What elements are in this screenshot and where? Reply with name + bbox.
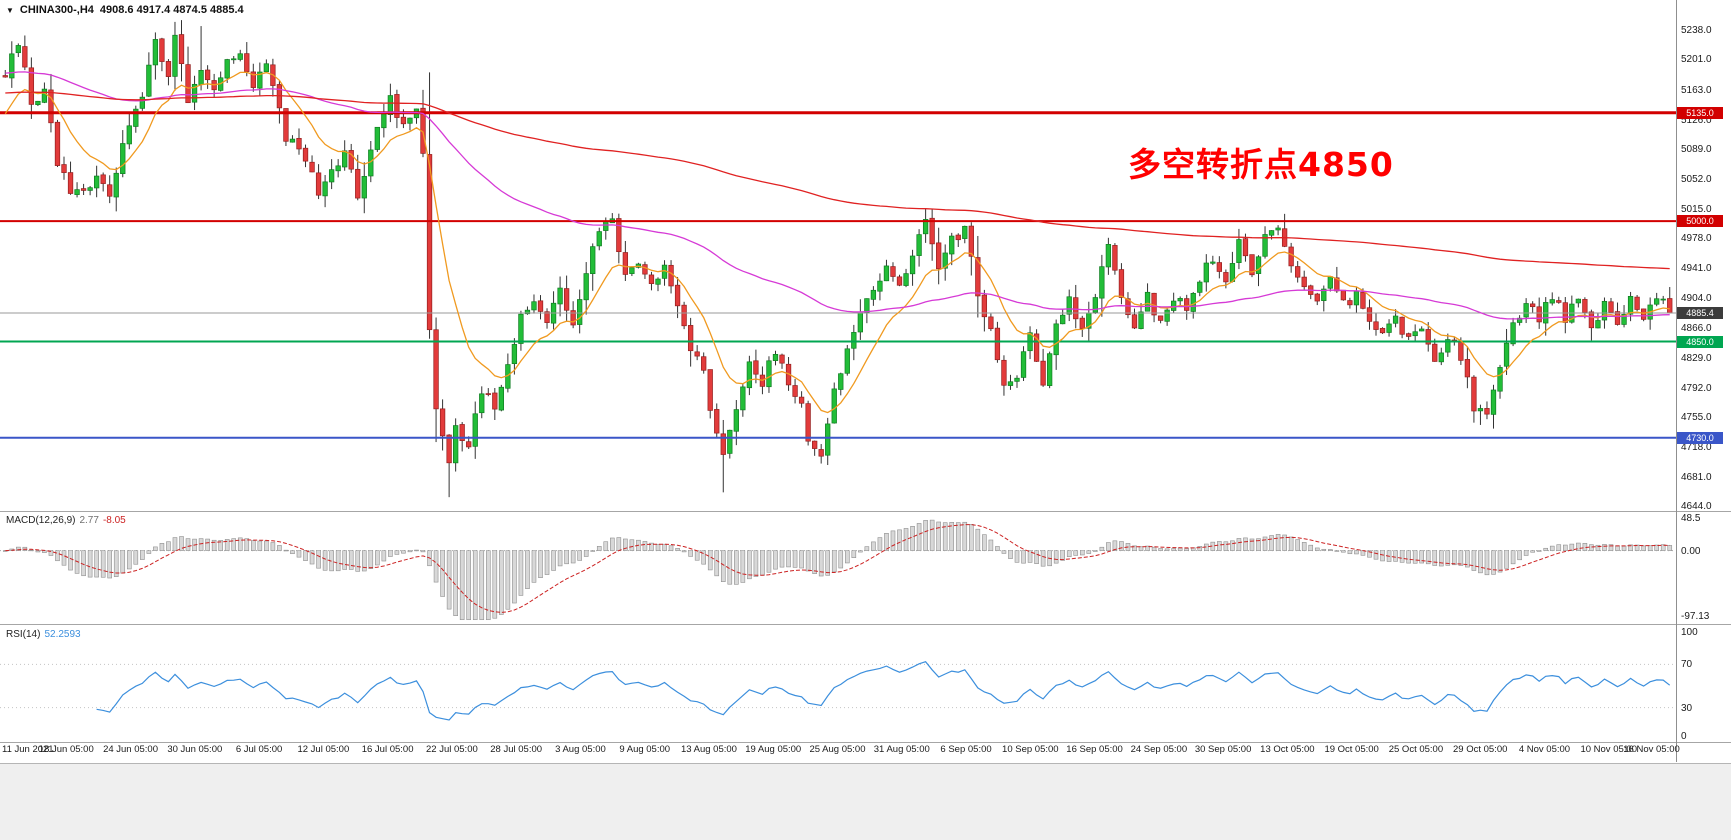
rsi-label-text: RSI(14) xyxy=(6,629,41,640)
macd-indicator-label: MACD(12,26,9) 2.77 -8.05 xyxy=(6,515,130,526)
time-tick-label: 6 Sep 05:00 xyxy=(940,744,992,755)
time-tick-label: 24 Sep 05:00 xyxy=(1130,744,1188,755)
symbol-dropdown-icon[interactable]: ▼ xyxy=(6,5,14,15)
time-tick-label: 13 Oct 05:00 xyxy=(1260,744,1315,755)
chart-canvas[interactable] xyxy=(0,0,1731,762)
rsi-panel xyxy=(0,661,1676,721)
time-tick-label: 18 Jun 05:00 xyxy=(38,744,94,755)
time-tick-label: 12 Jul 05:00 xyxy=(297,744,350,755)
time-tick-label: 29 Oct 05:00 xyxy=(1452,744,1508,755)
time-tick-label: 16 Sep 05:00 xyxy=(1066,744,1123,755)
ma-slow-line xyxy=(5,91,1670,270)
panel-separators xyxy=(0,0,1731,762)
time-tick-label: 9 Aug 05:00 xyxy=(619,744,671,755)
macd-signal-line xyxy=(5,524,1670,613)
time-tick-label: 30 Jun 05:00 xyxy=(167,744,223,755)
time-tick-label: 16 Nov 05:00 xyxy=(1623,744,1680,755)
price-level-badge-4850.0: 4850.0 xyxy=(1677,335,1723,348)
time-tick-label: 4 Nov 05:00 xyxy=(1518,744,1571,755)
time-tick-label: 25 Oct 05:00 xyxy=(1388,744,1444,755)
time-tick-label: 16 Jul 05:00 xyxy=(361,744,414,755)
price-level-badge-5135.0: 5135.0 xyxy=(1677,106,1723,119)
time-tick-label: 11 Jun 2021 xyxy=(2,744,54,755)
price-level-badge-5000.0: 5000.0 xyxy=(1677,215,1723,228)
ma-fast-line xyxy=(4,71,1670,414)
time-tick-label: 30 Sep 05:00 xyxy=(1194,744,1252,755)
price-level-lines xyxy=(0,111,1676,439)
price-level-badge-4730.0: 4730.0 xyxy=(1677,431,1723,444)
rsi-indicator-label: RSI(14) 52.2593 xyxy=(6,629,85,640)
time-tick-label: 25 Aug 05:00 xyxy=(809,744,866,755)
annotation-text: 多空转折点4850 xyxy=(1128,145,1394,184)
rsi-value: 52.2593 xyxy=(44,629,81,640)
time-tick-label: 19 Aug 05:00 xyxy=(745,744,802,755)
price-level-badge-4885.4: 4885.4 xyxy=(1677,307,1723,320)
time-tick-label: 10 Nov 05:00 xyxy=(1580,744,1637,755)
time-tick-label: 24 Jun 05:00 xyxy=(103,744,158,755)
macd-signal-value: -8.05 xyxy=(102,515,126,526)
macd-label-text: MACD(12,26,9) xyxy=(6,515,76,526)
time-tick-label: 31 Aug 05:00 xyxy=(873,744,930,755)
symbol-name: CHINA300-,H4 xyxy=(19,4,94,16)
time-tick-label: 19 Oct 05:00 xyxy=(1324,744,1379,755)
time-tick-label: 3 Aug 05:00 xyxy=(555,744,606,755)
moving-averages xyxy=(4,71,1670,414)
footer-area xyxy=(0,763,1731,840)
symbol-ohlc-values: 4908.6 4917.4 4874.5 4885.4 xyxy=(99,4,244,16)
symbol-info: ▼ CHINA300-,H4 4908.6 4917.4 4874.5 4885… xyxy=(6,4,244,16)
rsi-line xyxy=(96,661,1671,721)
time-axis[interactable]: 11 Jun 2021 18 Jun 05:00 24 Jun 05:00 30 Ju… xyxy=(0,744,1680,761)
time-tick-label: 13 Aug 05:00 xyxy=(680,744,737,755)
ma-medium-line xyxy=(5,71,1670,320)
time-tick-label: 6 Jul 05:00 xyxy=(235,744,283,755)
macd-panel xyxy=(0,519,1676,621)
time-tick-label: 22 Jul 05:00 xyxy=(425,744,478,755)
time-tick-label: 28 Jul 05:00 xyxy=(490,744,543,755)
time-tick-label: 10 Sep 05:00 xyxy=(1002,744,1059,755)
macd-main-value: 2.77 xyxy=(79,515,99,526)
candles xyxy=(2,20,1673,498)
